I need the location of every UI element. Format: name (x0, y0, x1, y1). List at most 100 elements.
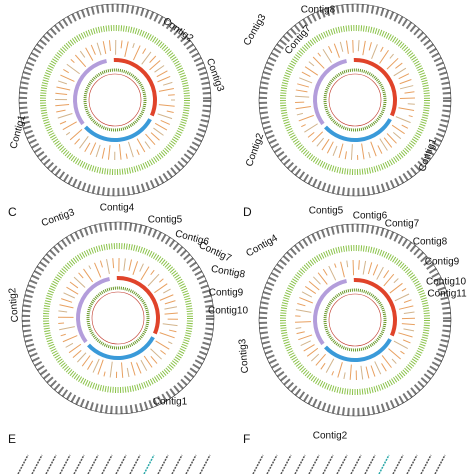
skew-spike (389, 282, 403, 294)
skew-spike (61, 298, 73, 303)
skew-spike (381, 355, 392, 368)
skew-spike (72, 349, 82, 359)
skew-spike (101, 147, 106, 159)
skew-spike (399, 97, 415, 100)
skew-spike (59, 326, 75, 331)
circos-plot (258, 223, 452, 417)
outer-ring-edge (258, 223, 452, 417)
arc-blue (324, 338, 392, 362)
skew-spike (372, 264, 379, 276)
contig-label: Contig11 (427, 289, 467, 300)
skew-spike (312, 56, 325, 69)
skew-spike (328, 45, 333, 54)
gene-label-stub (406, 454, 418, 474)
skew-spike (95, 144, 101, 158)
skew-spike (301, 71, 311, 78)
skew-spike (120, 40, 123, 49)
contig-label: Contig4 (244, 233, 280, 260)
gene-label-stub (378, 454, 390, 474)
skew-spike (391, 358, 397, 364)
skew-spike (167, 341, 173, 345)
skew-spike (360, 365, 364, 380)
skew-spike (159, 294, 174, 301)
skew-spike (339, 41, 344, 52)
skew-spike (139, 263, 144, 272)
skew-spike (301, 124, 306, 128)
skew-spike (123, 258, 126, 271)
skew-spike (168, 329, 177, 333)
skew-spike (326, 141, 334, 154)
skew-spike (381, 363, 387, 372)
gene-label-stub (143, 454, 155, 474)
skew-spike (160, 349, 167, 355)
outer-ring (259, 224, 451, 416)
skew-spike (295, 321, 312, 323)
skew-spike (295, 309, 312, 313)
gene-label-stub (17, 454, 29, 474)
gene-label-stub (199, 454, 211, 474)
skew-spike (308, 61, 315, 67)
skew-spike (162, 323, 178, 327)
skew-spike (163, 288, 171, 294)
skew-spike (325, 358, 335, 373)
skew-spike (296, 112, 304, 116)
skew-spike (344, 151, 347, 160)
outer-ring (19, 4, 211, 196)
skew-spike (362, 40, 366, 56)
skew-spike (78, 272, 84, 279)
skew-spike (334, 263, 337, 268)
inner-core (91, 291, 145, 345)
gc-ring (280, 245, 430, 395)
skew-spike (389, 53, 394, 59)
skew-spike (162, 81, 173, 86)
panel-label: D (243, 205, 252, 219)
skew-spike (57, 113, 73, 119)
gene-label-stub (101, 454, 113, 474)
skew-spike (317, 52, 321, 57)
skew-spike (99, 260, 103, 268)
skew-spike (55, 92, 68, 96)
outer-ring (259, 4, 451, 196)
skew-spike (404, 91, 415, 94)
skew-spike (88, 265, 92, 270)
skew-spike (300, 340, 311, 346)
gene-label-stub (87, 454, 99, 474)
skew-spike (164, 306, 178, 310)
skew-spike (386, 133, 397, 144)
skew-spike (377, 145, 383, 154)
skew-spike (307, 132, 315, 138)
inner-core (328, 293, 382, 347)
gene-label-stub (171, 454, 183, 474)
circos-plot (21, 221, 215, 415)
skew-spike (357, 40, 360, 52)
skew-spike (398, 107, 415, 112)
skew-spike (304, 123, 318, 133)
skew-spike (153, 127, 164, 136)
skew-spike (299, 77, 313, 84)
skew-spike (154, 122, 168, 131)
gene-label-stub (115, 454, 127, 474)
skew-spike (312, 276, 321, 285)
skew-spike (56, 109, 66, 113)
skew-spike (379, 49, 389, 64)
skew-spike (132, 261, 139, 275)
outer-ring (22, 222, 214, 414)
contig-label: Contig3 (40, 207, 77, 229)
skew-spike (380, 46, 384, 52)
gc-ring (280, 25, 430, 175)
skew-spike (403, 299, 412, 303)
skew-spike (63, 69, 69, 74)
contig-label: Contig2 (313, 431, 348, 442)
inner-ring (86, 286, 150, 350)
gene-label-stub (364, 454, 376, 474)
skew-spike (306, 347, 319, 357)
skew-spike (87, 360, 94, 370)
gene-label-stub (308, 454, 320, 474)
skew-spike (401, 323, 415, 326)
arc-violet (76, 276, 111, 344)
gc-ring (43, 243, 193, 393)
skew-spike (371, 44, 378, 60)
skew-spike (84, 142, 91, 153)
outer-ring-edge (258, 3, 452, 197)
skew-spike (97, 359, 104, 375)
